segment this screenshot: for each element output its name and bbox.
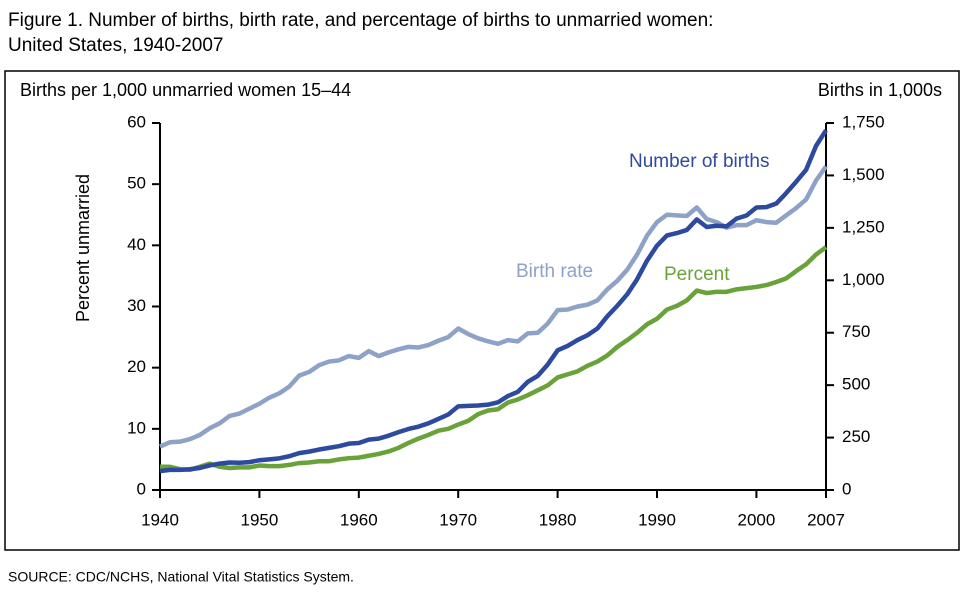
x-tick-label: 1990 [638, 510, 676, 529]
data-line [159, 129, 828, 474]
x-tick-label: 1960 [340, 510, 378, 529]
chart-title: United States, 1940-2007 [8, 35, 224, 56]
source-note: SOURCE: CDC/NCHS, National Vital Statist… [8, 569, 354, 585]
data-line [159, 165, 828, 449]
y2-tick-label: 1,750 [842, 112, 885, 131]
y2-tick-label: 0 [842, 479, 851, 498]
y2-tick-label: 500 [842, 375, 870, 394]
y-axis-title: Births per 1,000 unmarried women 15–44 [20, 80, 351, 100]
y-tick-label: 0 [137, 479, 146, 498]
chart-title: Figure 1. Number of births, birth rate, … [8, 10, 713, 31]
chart-frame [4, 70, 960, 551]
y-tick-label: 60 [127, 112, 146, 131]
x-tick-label: 1980 [539, 510, 577, 529]
x-tick-label: 1950 [240, 510, 278, 529]
series-label: Birth rate [516, 261, 593, 282]
x-tick-label: 1970 [439, 510, 477, 529]
y2-tick-label: 1,500 [842, 165, 885, 184]
y-tick-label: 10 [127, 418, 146, 437]
y2-tick-label: 750 [842, 322, 870, 341]
x-tick-label: 2007 [807, 510, 845, 529]
x-tick-label: 2000 [738, 510, 776, 529]
y2-tick-label: 1,250 [842, 217, 885, 236]
series-label: Number of births [629, 151, 769, 172]
y-tick-label: 20 [127, 357, 146, 376]
data-line [160, 245, 828, 473]
x-tick-label: 1940 [141, 510, 179, 529]
y-tick-label: 30 [127, 296, 146, 315]
y-axis-title: Percent unmarried [73, 174, 93, 322]
y2-tick-label: 1,000 [842, 270, 885, 289]
y2-axis-title: Births in 1,000s [818, 80, 942, 100]
series-label: Percent [664, 264, 730, 285]
y2-tick-label: 250 [842, 427, 870, 446]
y-tick-label: 40 [127, 235, 146, 254]
y-tick-label: 50 [127, 174, 146, 193]
